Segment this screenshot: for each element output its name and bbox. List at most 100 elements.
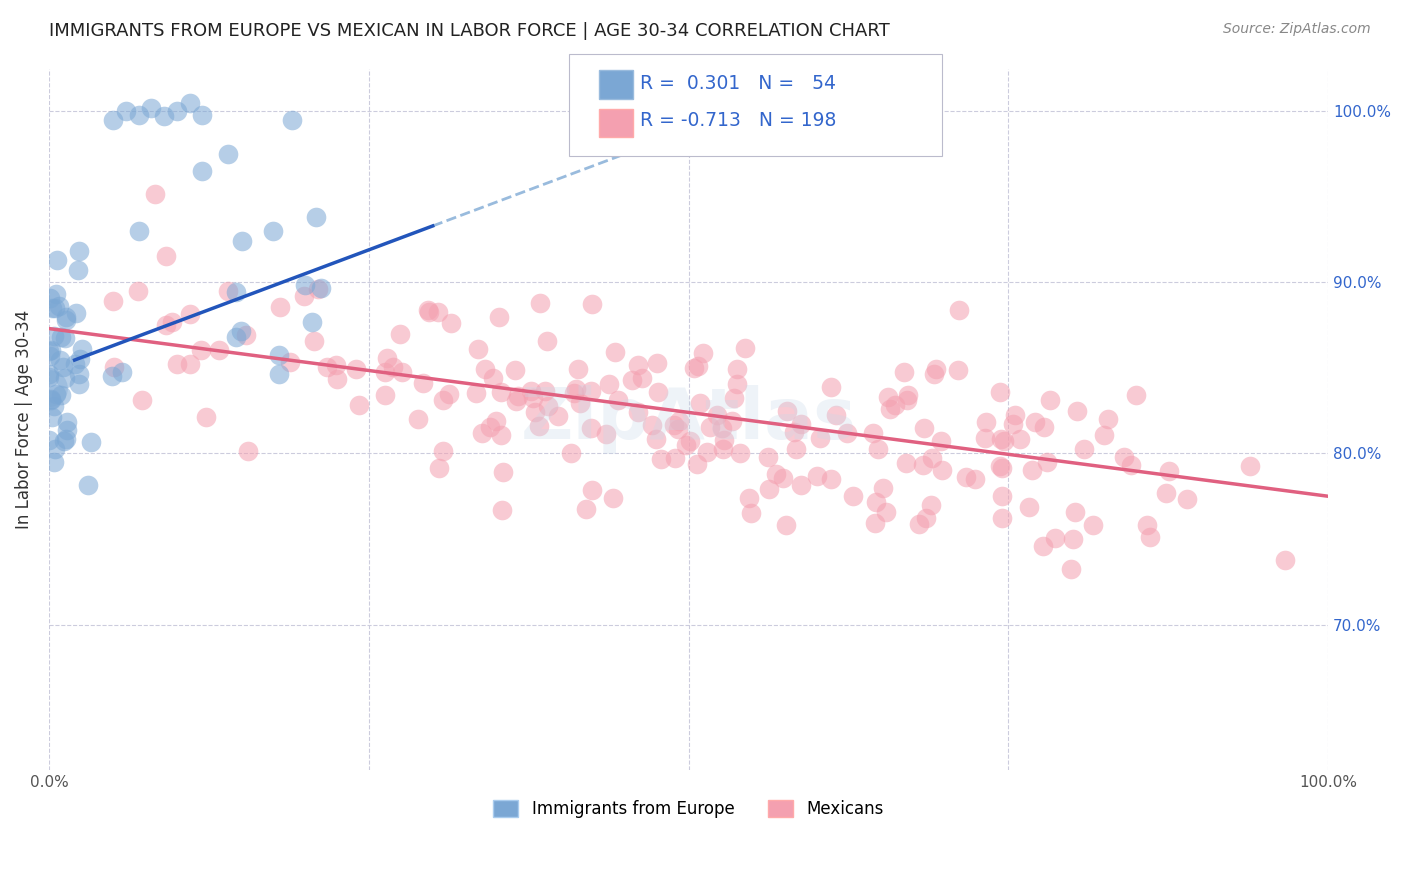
Point [217,284,239,298]
Point [740,506,762,520]
Point [309,280,332,294]
Point [579,384,602,398]
Point [824,408,846,422]
Point [1125,388,1147,402]
Point [893,365,915,379]
Point [1004,408,1026,422]
Point [896,392,918,407]
Point [307,282,329,296]
Point [974,415,997,429]
Point [920,498,942,512]
Point [39,291,62,305]
Point [711,442,734,457]
Point [627,405,650,419]
Point [581,297,603,311]
Point [990,385,1012,400]
Point [725,377,748,392]
Point [1083,517,1105,532]
Point [738,491,761,505]
Point [725,362,748,376]
Point [682,360,704,375]
Point [668,414,690,428]
Point [374,365,396,379]
Point [783,425,806,439]
Point [758,483,780,497]
Point [131,392,153,407]
Point [776,404,799,418]
Point [564,386,586,401]
Point [620,373,643,387]
Point [190,343,212,358]
Point [485,414,508,428]
Point [1024,415,1046,429]
Point [1154,486,1177,500]
Point [141,101,163,115]
Point [547,409,569,424]
Y-axis label: In Labor Force | Age 30-34: In Labor Force | Age 30-34 [15,310,32,529]
Point [49,352,72,367]
Point [69,352,91,367]
Point [235,328,257,343]
Point [820,472,842,486]
Point [38,344,60,359]
Point [537,399,560,413]
Point [492,465,515,479]
Point [292,289,315,303]
Point [868,442,890,457]
Point [153,110,176,124]
Point [921,451,943,466]
Point [1112,450,1135,465]
Point [231,235,253,249]
Point [789,478,811,492]
Point [581,483,603,498]
Point [664,450,686,465]
Point [527,419,550,434]
Point [896,388,918,402]
Point [325,359,347,373]
Point [1039,392,1062,407]
Point [1021,463,1043,477]
Point [440,316,463,330]
Point [1032,420,1054,434]
Point [281,112,304,127]
Point [929,434,952,449]
Point [128,108,150,122]
Point [70,342,93,356]
Point [427,461,450,475]
Point [955,470,977,484]
Point [103,359,125,374]
Point [1060,562,1083,576]
Point [488,310,510,324]
Point [630,371,652,385]
Point [505,393,527,408]
Point [38,367,60,381]
Point [603,345,626,359]
Point [489,385,512,400]
Point [991,461,1014,475]
Point [1008,432,1031,446]
Point [1121,458,1143,472]
Point [41,301,63,315]
Point [706,408,728,422]
Point [650,452,672,467]
Point [1092,428,1115,442]
Point [408,412,430,426]
Point [666,422,689,436]
Point [662,417,685,432]
Point [65,306,87,320]
Point [948,302,970,317]
Point [155,318,177,333]
Point [418,305,440,319]
Point [269,348,291,362]
Point [65,357,87,371]
Point [990,489,1012,503]
Point [914,511,936,525]
Point [326,372,349,386]
Point [207,343,229,358]
Text: R = -0.713   N = 198: R = -0.713 N = 198 [640,112,837,130]
Point [581,421,603,435]
Point [44,301,66,315]
Point [645,356,668,370]
Point [820,380,842,394]
Point [720,414,742,428]
